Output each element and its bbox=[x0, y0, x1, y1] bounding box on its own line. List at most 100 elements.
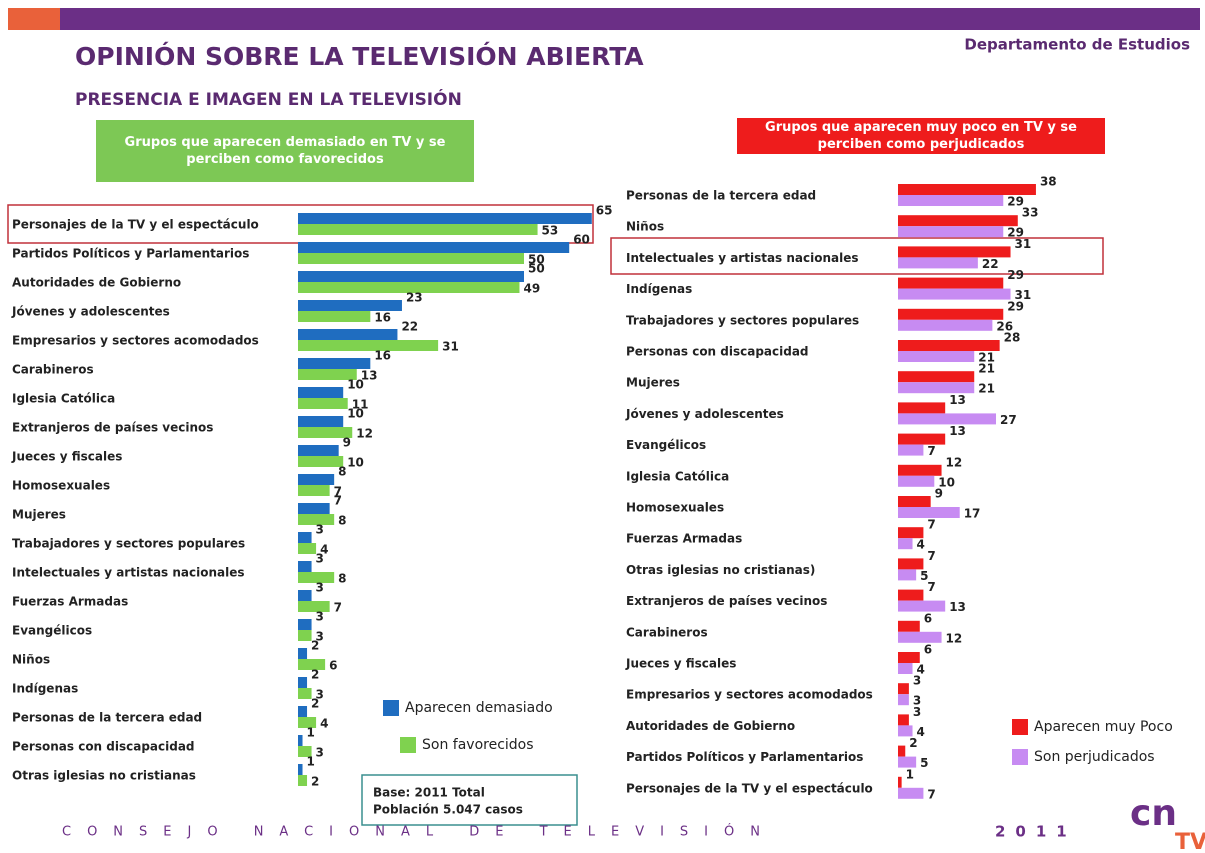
value-label: 3 bbox=[316, 630, 324, 644]
value-label: 16 bbox=[374, 311, 391, 325]
bar bbox=[898, 413, 997, 425]
category-label: Carabineros bbox=[12, 363, 94, 377]
footer-year: 2011 bbox=[995, 823, 1077, 841]
category-label: Homosexuales bbox=[12, 479, 110, 493]
bar bbox=[898, 787, 924, 799]
bar bbox=[898, 496, 931, 507]
bar bbox=[298, 659, 326, 670]
bar bbox=[898, 569, 917, 581]
value-label: 2 bbox=[909, 736, 917, 750]
note-box bbox=[361, 774, 578, 826]
category-label: Empresarios y sectores acomodados bbox=[12, 334, 259, 348]
category-label: Carabineros bbox=[626, 625, 708, 639]
value-label: 21 bbox=[978, 382, 995, 396]
bar bbox=[298, 416, 344, 427]
category-label: Evangélicos bbox=[626, 438, 706, 452]
legend-label: Aparecen muy Poco bbox=[1034, 719, 1173, 735]
bar bbox=[298, 532, 312, 543]
value-label: 3 bbox=[316, 552, 324, 566]
subtitle: PRESENCIA E IMAGEN EN LA TELEVISIÓN bbox=[75, 88, 462, 110]
value-label: 22 bbox=[401, 320, 418, 334]
bar bbox=[298, 253, 524, 264]
category-label: Partidos Políticos y Parlamentarios bbox=[626, 750, 863, 764]
bar bbox=[298, 735, 303, 746]
value-label: 2 bbox=[311, 668, 319, 682]
category-label: Niños bbox=[12, 653, 50, 667]
value-label: 5 bbox=[920, 756, 928, 770]
bar bbox=[898, 257, 978, 269]
value-label: 4 bbox=[917, 725, 925, 739]
value-label: 38 bbox=[1040, 175, 1057, 189]
category-label: Mujeres bbox=[12, 508, 66, 522]
legend-swatch bbox=[400, 737, 416, 753]
value-label: 2 bbox=[311, 639, 319, 653]
legend-label: Son favorecidos bbox=[422, 737, 534, 753]
category-label: Partidos Políticos y Parlamentarios bbox=[12, 247, 249, 261]
bar bbox=[298, 601, 330, 612]
value-label: 29 bbox=[1007, 299, 1024, 313]
bar bbox=[898, 620, 920, 632]
bar bbox=[898, 215, 1018, 227]
bar bbox=[898, 756, 917, 768]
bar bbox=[898, 382, 975, 394]
bar bbox=[898, 195, 1004, 206]
note: Base: 2011 Total bbox=[373, 786, 485, 800]
category-label: Homosexuales bbox=[626, 501, 724, 515]
value-label: 1 bbox=[906, 767, 914, 781]
bar bbox=[898, 683, 909, 695]
bar bbox=[898, 351, 975, 362]
chart-title: Grupos que aparecen muy poco en TV y se … bbox=[737, 118, 1105, 154]
value-label: 4 bbox=[917, 663, 925, 677]
title: OPINIÓN SOBRE LA TELEVISIÓN ABIERTA bbox=[75, 41, 644, 71]
value-label: 4 bbox=[320, 717, 328, 731]
bar bbox=[898, 527, 924, 539]
bar bbox=[298, 427, 353, 438]
bar bbox=[298, 398, 348, 409]
bar bbox=[898, 714, 909, 726]
category-label: Fuerzas Armadas bbox=[12, 595, 128, 609]
bar bbox=[298, 445, 339, 456]
value-label: 31 bbox=[442, 340, 459, 354]
category-label: Jóvenes y adolescentes bbox=[625, 407, 784, 421]
bar bbox=[898, 663, 913, 674]
value-label: 50 bbox=[528, 262, 545, 276]
bar bbox=[298, 358, 371, 369]
value-label: 11 bbox=[352, 398, 369, 412]
value-label: 3 bbox=[913, 694, 921, 708]
bar bbox=[898, 464, 942, 476]
value-label: 13 bbox=[949, 600, 966, 614]
value-label: 29 bbox=[1007, 226, 1024, 240]
bar bbox=[298, 561, 312, 572]
bar bbox=[298, 688, 312, 699]
value-label: 13 bbox=[949, 393, 966, 407]
value-label: 7 bbox=[927, 549, 935, 563]
value-label: 7 bbox=[927, 580, 935, 594]
value-label: 28 bbox=[1004, 331, 1021, 345]
bar bbox=[298, 630, 312, 641]
value-label: 1 bbox=[307, 726, 315, 740]
value-label: 7 bbox=[927, 787, 935, 801]
value-label: 1 bbox=[307, 755, 315, 769]
bar bbox=[898, 226, 1004, 238]
value-label: 6 bbox=[329, 659, 337, 673]
bar bbox=[298, 677, 308, 688]
value-label: 8 bbox=[338, 572, 346, 586]
value-label: 7 bbox=[927, 518, 935, 532]
bar bbox=[298, 456, 344, 467]
value-label: 3 bbox=[316, 746, 324, 760]
category-label: Personajes de la TV y el espectáculo bbox=[12, 218, 259, 232]
category-label: Extranjeros de países vecinos bbox=[12, 421, 213, 435]
bar bbox=[898, 694, 909, 706]
category-label: Personas de la tercera edad bbox=[12, 711, 202, 725]
category-label: Autoridades de Gobierno bbox=[12, 276, 181, 290]
category-label: Personas con discapacidad bbox=[12, 740, 195, 754]
bar bbox=[298, 706, 308, 717]
bar bbox=[898, 340, 1000, 351]
value-label: 8 bbox=[338, 514, 346, 528]
value-label: 60 bbox=[573, 233, 590, 247]
department: Departamento de Estudios bbox=[964, 36, 1190, 54]
value-label: 9 bbox=[935, 487, 943, 501]
value-label: 2 bbox=[311, 775, 319, 789]
bar bbox=[898, 589, 924, 601]
value-label: 8 bbox=[338, 465, 346, 479]
